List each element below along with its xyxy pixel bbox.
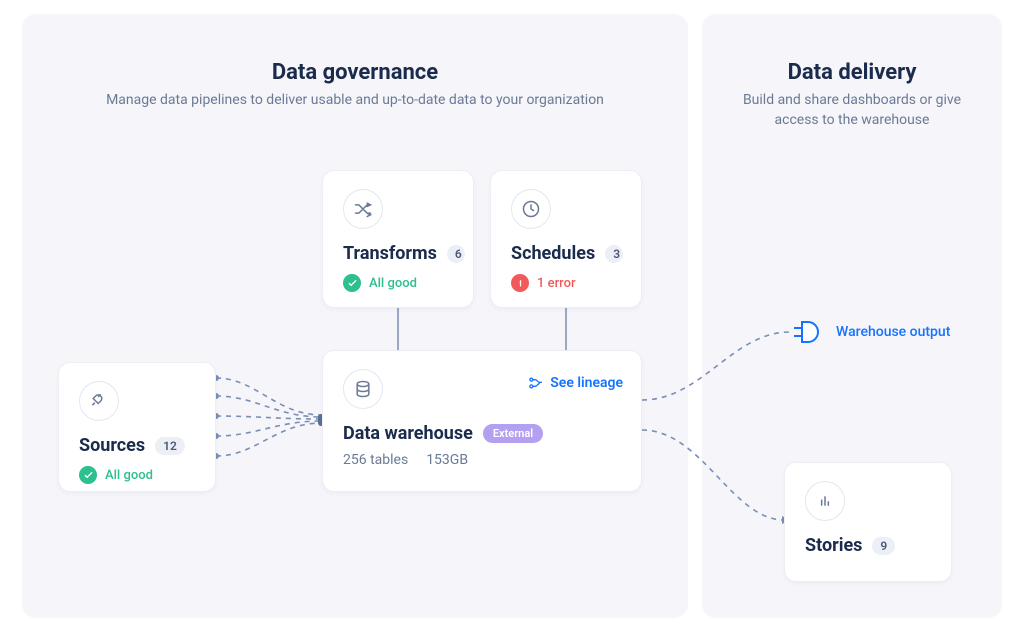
governance-title: Data governance bbox=[22, 60, 688, 85]
chart-icon bbox=[805, 481, 845, 521]
clock-icon bbox=[511, 189, 551, 229]
schedules-status: 1 error bbox=[537, 276, 576, 291]
transforms-count-badge: 6 bbox=[447, 245, 465, 263]
shuffle-icon bbox=[343, 189, 383, 229]
schedules-card[interactable]: Schedules 3 1 error bbox=[490, 170, 642, 308]
sources-count-badge: 12 bbox=[155, 437, 185, 455]
warehouse-output-link[interactable]: Warehouse output bbox=[790, 314, 950, 350]
delivery-subtitle: Build and share dashboards or give acces… bbox=[730, 91, 974, 130]
sources-card[interactable]: Sources 12 All good bbox=[58, 362, 216, 492]
transforms-title: Transforms bbox=[343, 243, 437, 264]
governance-panel: Data governance Manage data pipelines to… bbox=[22, 14, 688, 618]
transforms-status: All good bbox=[369, 276, 417, 291]
sources-status: All good bbox=[105, 468, 153, 483]
check-icon bbox=[79, 466, 97, 484]
warehouse-output-label: Warehouse output bbox=[836, 324, 950, 340]
outlet-icon bbox=[790, 314, 826, 350]
see-lineage-link[interactable]: See lineage bbox=[528, 375, 623, 391]
plug-icon bbox=[79, 381, 119, 421]
stories-card[interactable]: Stories 9 bbox=[784, 462, 952, 582]
database-icon bbox=[343, 369, 383, 409]
external-badge: External bbox=[483, 424, 543, 443]
warehouse-tables: 256 tables bbox=[343, 452, 408, 468]
stories-count-badge: 9 bbox=[872, 537, 895, 555]
check-icon bbox=[343, 274, 361, 292]
stories-title: Stories bbox=[805, 535, 862, 556]
lineage-icon bbox=[528, 375, 544, 391]
warehouse-title: Data warehouse bbox=[343, 423, 473, 444]
transforms-card[interactable]: Transforms 6 All good bbox=[322, 170, 474, 308]
governance-subtitle: Manage data pipelines to deliver usable … bbox=[22, 91, 688, 111]
delivery-title: Data delivery bbox=[730, 60, 974, 85]
warehouse-card[interactable]: See lineage Data warehouse External 256 … bbox=[322, 350, 642, 492]
sources-title: Sources bbox=[79, 435, 145, 456]
schedules-count-badge: 3 bbox=[605, 245, 623, 263]
error-icon bbox=[511, 274, 529, 292]
warehouse-size: 153GB bbox=[426, 452, 468, 468]
see-lineage-label: See lineage bbox=[550, 375, 623, 391]
schedules-title: Schedules bbox=[511, 243, 595, 264]
